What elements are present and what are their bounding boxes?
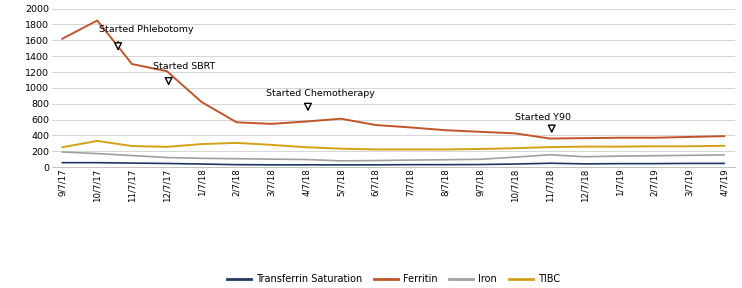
Text: Started SBRT: Started SBRT xyxy=(153,62,215,71)
Text: Started Chemotherapy: Started Chemotherapy xyxy=(266,89,375,98)
Text: Started Phlebotomy: Started Phlebotomy xyxy=(99,25,194,34)
Text: Started Y90: Started Y90 xyxy=(515,113,571,122)
Legend: Transferrin Saturation, Ferritin, Iron, TIBC: Transferrin Saturation, Ferritin, Iron, … xyxy=(223,270,564,288)
